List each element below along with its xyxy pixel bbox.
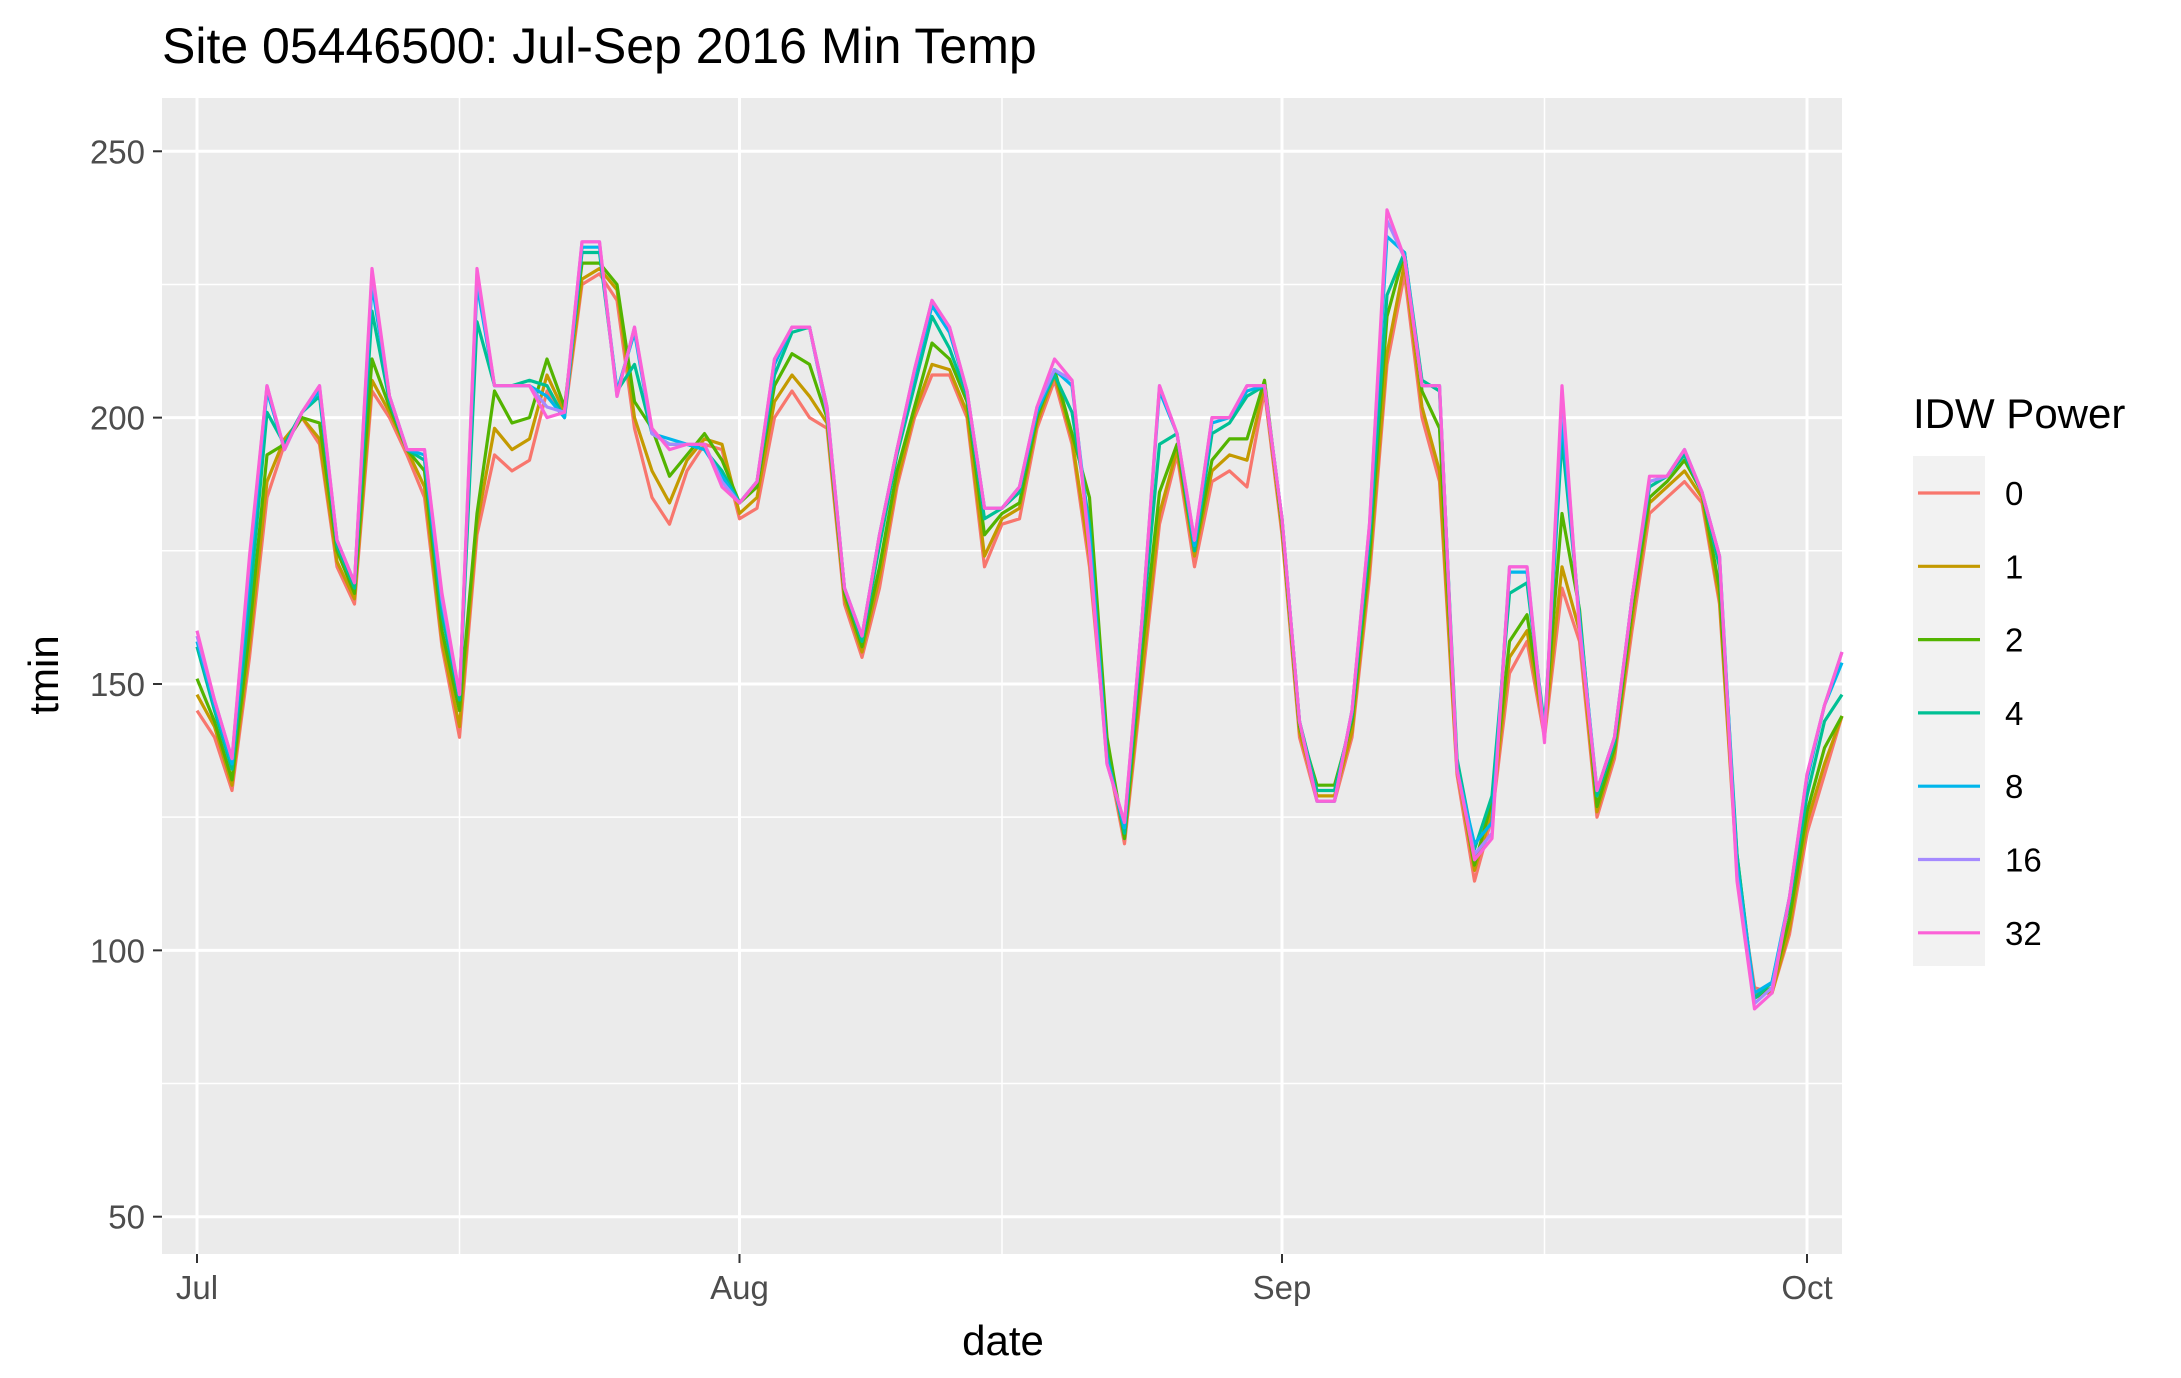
y-tick-label: 150 [90,666,145,703]
legend-label-1: 1 [2005,548,2023,585]
legend-title: IDW Power [1913,390,2125,437]
legend-key-background [1913,456,1985,966]
x-axis: Jul Aug Sep Oct [176,1254,1833,1306]
y-axis: 50 100 150 200 250 [90,133,162,1236]
legend: IDW Power 0 1 2 4 8 16 32 [1913,390,2125,966]
legend-label-8: 8 [2005,768,2023,805]
series-line-32 [195,208,1844,1011]
series-line-2 [195,250,1844,1000]
legend-label-2: 2 [2005,622,2023,659]
legend-label-16: 16 [2005,842,2042,879]
x-tick-label: Oct [1781,1269,1832,1306]
y-axis-title: tmin [20,635,67,714]
x-tick-label: Aug [710,1269,769,1306]
series-lines [195,208,1844,1011]
chart-title: Site 05446500: Jul-Sep 2016 Min Temp [162,18,1037,74]
legend-label-4: 4 [2005,695,2023,732]
legend-label-32: 32 [2005,915,2042,952]
minor-gridlines [162,98,1842,1254]
y-tick-label: 50 [108,1199,145,1236]
legend-label-0: 0 [2005,475,2023,512]
y-tick-label: 100 [90,932,145,969]
y-tick-label: 200 [90,400,145,437]
y-tick-label: 250 [90,133,145,170]
x-axis-title: date [962,1317,1044,1364]
x-tick-label: Sep [1253,1269,1312,1306]
x-tick-label: Jul [176,1269,218,1306]
